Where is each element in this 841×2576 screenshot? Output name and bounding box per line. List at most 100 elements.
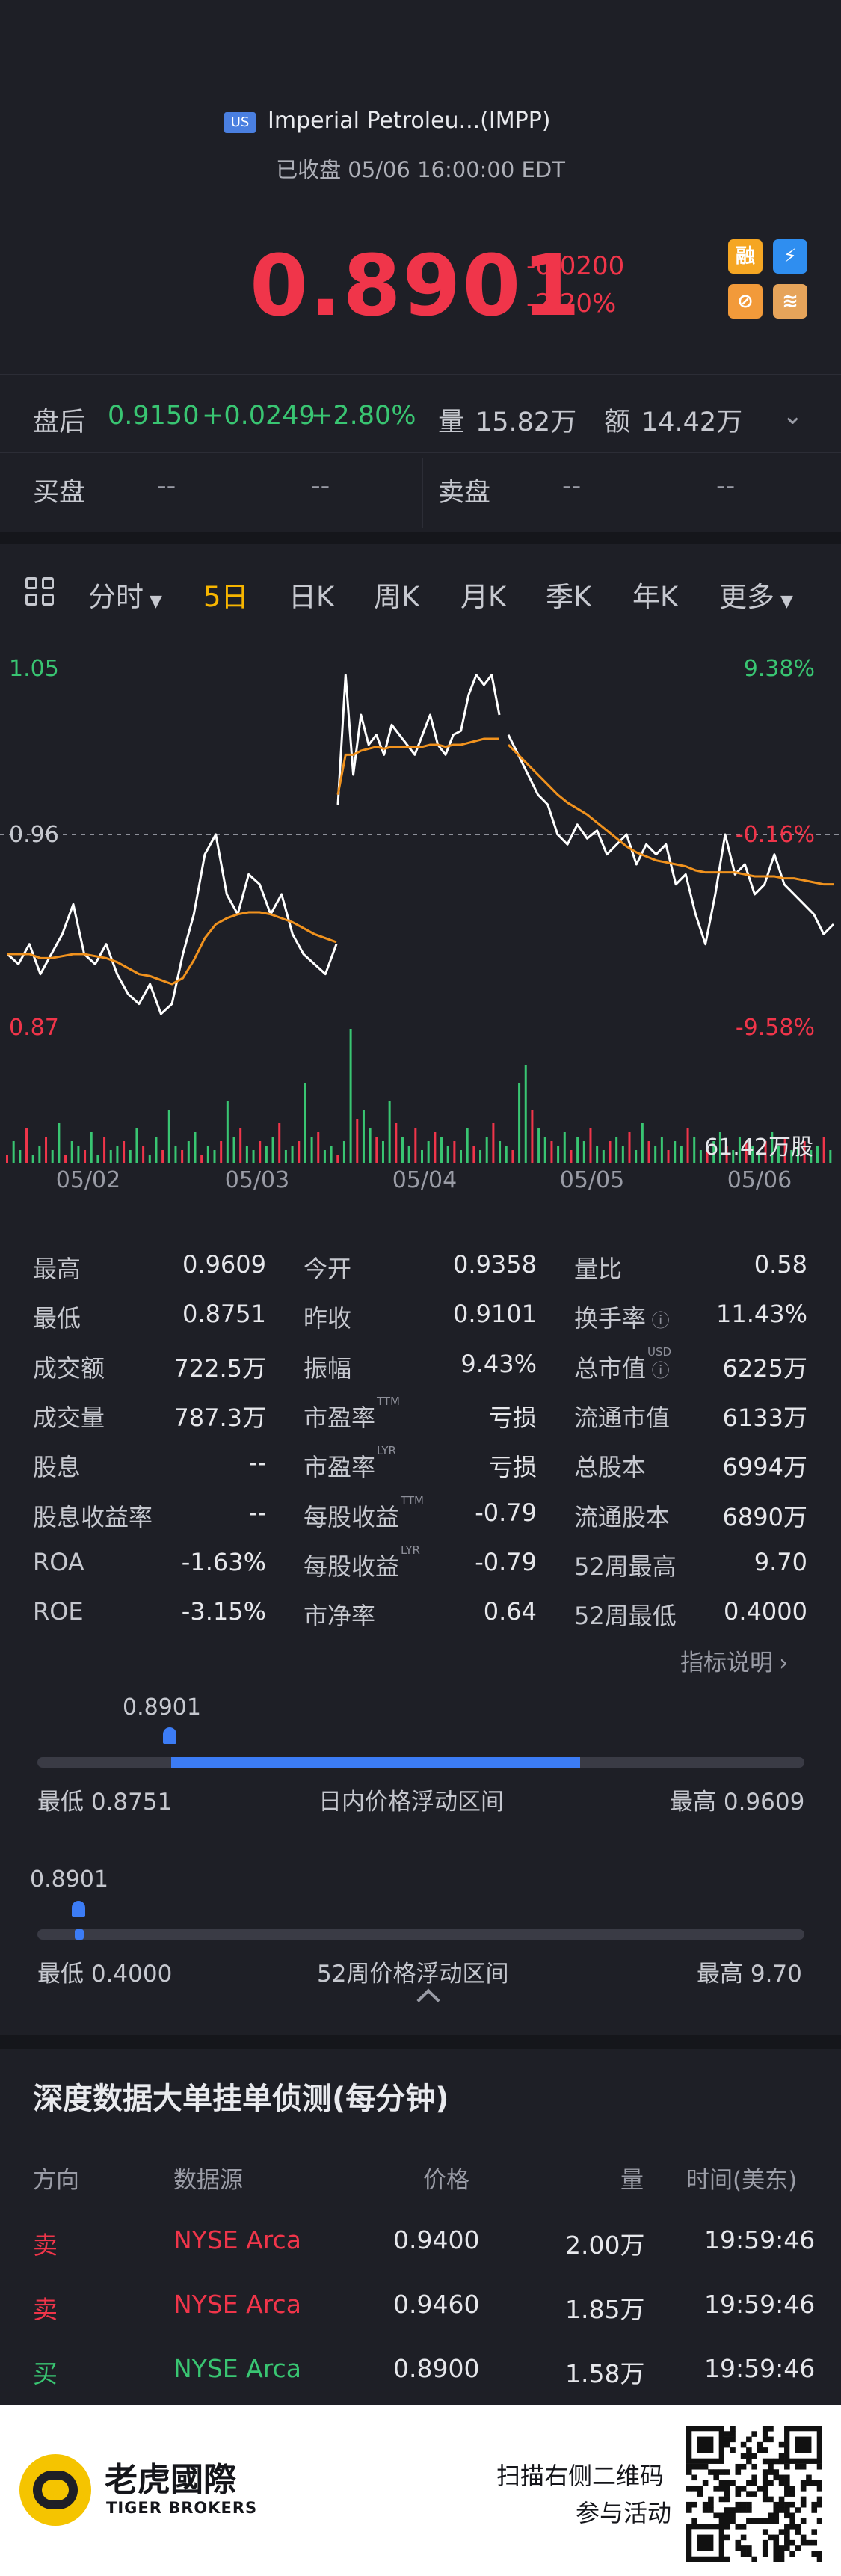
volume-bar	[434, 1132, 437, 1163]
info-icon[interactable]: ⓘ	[646, 1310, 670, 1332]
stat-label: 振幅	[304, 1353, 352, 1383]
volume-bar	[148, 1155, 151, 1163]
week52-current-label: 0.8901	[30, 1866, 108, 1893]
volume-bar	[252, 1150, 255, 1163]
volume-bar	[582, 1141, 585, 1163]
stock-title[interactable]: Imperial Petroleu...(IMPP)	[268, 108, 551, 134]
grid-icon[interactable]	[25, 577, 55, 607]
volume-bar	[135, 1128, 138, 1163]
tab-5day[interactable]: 5日	[203, 581, 249, 613]
margin-icon[interactable]: 融	[728, 239, 763, 274]
volume-bar	[123, 1141, 126, 1163]
order-time: 19:59:46	[704, 2225, 816, 2254]
stat-label[interactable]: 总市值 ⓘ	[574, 1353, 670, 1383]
stat-superscript: LYR	[377, 1444, 396, 1458]
bid-label: 买盘	[33, 478, 86, 508]
volume-bar	[220, 1141, 223, 1163]
order-source: NYSE Arca	[173, 2290, 301, 2319]
col-price: 价格	[423, 2167, 469, 2194]
amount-value: 14.42万	[641, 408, 743, 437]
volume-bar	[550, 1141, 553, 1163]
stat-value: 0.9101	[453, 1300, 537, 1329]
tab-intraday[interactable]: 分时 ▼	[88, 581, 162, 613]
stat-superscript: LYR	[401, 1543, 420, 1557]
stat-label: 最高	[33, 1255, 81, 1283]
volume-bar	[472, 1146, 475, 1163]
volume-bar	[543, 1137, 546, 1163]
stat-label: 流通市值	[574, 1403, 671, 1432]
stat-label: 市盈率	[304, 1403, 376, 1432]
volume-bar	[822, 1137, 825, 1163]
intraday-current-label: 0.8901	[123, 1694, 201, 1721]
after-hours-change: +0.0249	[202, 401, 315, 431]
stat-value: 6133万	[722, 1403, 807, 1432]
no-short-icon[interactable]: ⊘	[728, 284, 763, 319]
lightning-icon[interactable]: ⚡	[773, 239, 807, 274]
week52-low: 最低 0.4000	[37, 1961, 173, 1988]
volume-bar	[142, 1146, 145, 1163]
volume-bar	[712, 1141, 715, 1163]
volume-bar	[635, 1150, 638, 1163]
cta-line-2: 参与活动	[576, 2499, 672, 2527]
tab-monthly-k[interactable]: 月K	[460, 581, 507, 613]
indicator-help-link[interactable]: 指标说明 ›	[680, 1650, 789, 1676]
volume-bar	[84, 1150, 87, 1163]
price-change-pct: -2.20%	[526, 289, 617, 319]
ask-label: 卖盘	[438, 478, 491, 508]
stat-label: 市净率	[304, 1602, 376, 1631]
volume-bar	[783, 1137, 786, 1163]
qr-code[interactable]	[686, 2426, 822, 2562]
tab-weekly-k[interactable]: 周K	[374, 581, 420, 613]
bid-value-1: --	[157, 471, 176, 501]
y-axis-left-label: 0.87	[9, 1015, 59, 1041]
volume-bar	[381, 1141, 384, 1163]
stat-value: -3.15%	[181, 1597, 266, 1626]
volume-bar	[181, 1150, 184, 1163]
tab-quarterly-k[interactable]: 季K	[546, 581, 592, 613]
info-icon[interactable]: ⓘ	[646, 1359, 670, 1381]
stack-icon[interactable]: ≋	[773, 284, 807, 319]
tab-daily-k[interactable]: 日K	[289, 581, 335, 613]
tab-more[interactable]: 更多 ▼	[719, 581, 793, 613]
volume-bar	[38, 1146, 41, 1163]
volume-bar	[330, 1146, 333, 1163]
depth-title: 深度数据大单挂单侦测(每分钟)	[33, 2082, 449, 2116]
x-axis-label: 05/06	[727, 1167, 792, 1193]
stat-label: 流通股本	[574, 1502, 671, 1531]
volume-bar	[200, 1155, 203, 1163]
volume-bar	[356, 1119, 359, 1163]
volume-bar	[485, 1137, 488, 1163]
five-day-chart[interactable]: 1.05 0.96 0.87 9.38% -0.16% -9.58% 61.42万股 05/0…	[0, 640, 841, 1193]
intraday-low: 最低 0.8751	[37, 1789, 173, 1816]
volume-bar	[686, 1128, 689, 1163]
volume-bar	[609, 1141, 612, 1163]
depth-panel: 深度数据大单挂单侦测(每分钟) 方向 数据源 价格 量 时间(美东) 卖 NYSE…	[0, 2049, 841, 2405]
volume-value: 15.82万	[475, 408, 577, 437]
chevron-up-icon[interactable]	[416, 1988, 440, 2012]
volume-bar	[751, 1146, 754, 1163]
stat-label: 52周最高	[574, 1552, 677, 1581]
volume-bar	[524, 1065, 527, 1163]
stat-label[interactable]: 换手率 ⓘ	[574, 1304, 670, 1333]
stat-value: 亏损	[488, 1453, 537, 1482]
volume-bar	[816, 1146, 819, 1163]
stat-label: 52周最低	[574, 1602, 677, 1631]
market-status: 已收盘 05/06 16:00:00 EDT	[276, 157, 565, 182]
tab-yearly-k[interactable]: 年K	[632, 581, 679, 613]
order-side: 卖	[33, 2295, 58, 2324]
chevron-down-icon[interactable]: ⌄	[782, 401, 804, 431]
volume-bar	[206, 1146, 209, 1163]
volume-bar	[563, 1132, 566, 1163]
stat-label: 每股收益	[304, 1552, 400, 1581]
volume-bar	[453, 1141, 456, 1163]
volume-bar	[336, 1155, 339, 1163]
after-hours-change-pct: +2.80%	[311, 401, 416, 431]
volume-bar	[388, 1101, 391, 1163]
volume-bar	[116, 1146, 119, 1163]
price-change: -0.0200	[526, 251, 625, 281]
volume-label: 61.42万股	[704, 1134, 813, 1161]
cta-line-1: 扫描右侧二维码	[496, 2462, 665, 2490]
bid-value-2: --	[311, 471, 330, 501]
volume-bar	[492, 1123, 495, 1163]
stat-value: 787.3万	[173, 1403, 266, 1432]
